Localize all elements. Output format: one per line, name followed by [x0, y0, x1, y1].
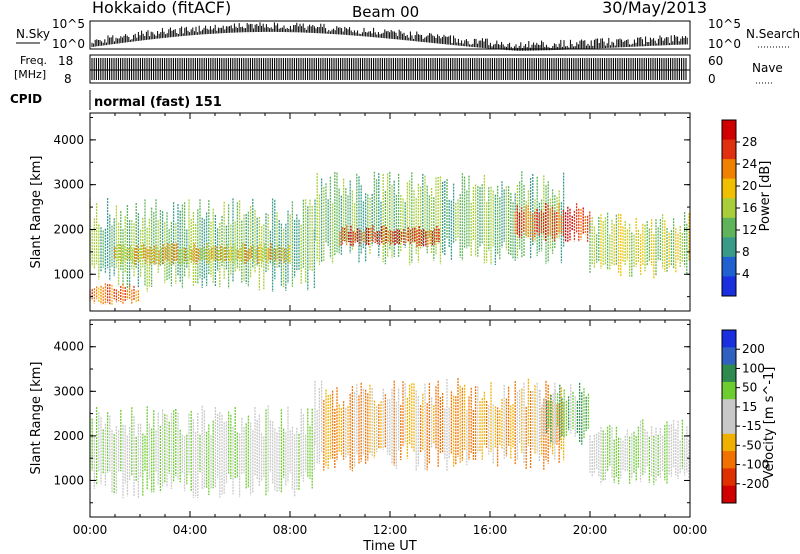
colorbar-tick-label: 24: [742, 157, 757, 171]
velocity-colorbar: 200 100 50 15 -15 -50 -100 -200: [721, 329, 769, 504]
freq-panel-frame: [89, 54, 691, 84]
freq-tick-top: 18: [58, 54, 73, 68]
colorbar-tick-label: 100: [742, 361, 765, 375]
colorbar-segment: [722, 433, 736, 452]
y-tick-label: 1000: [53, 267, 84, 281]
x-tick-label: 00:00: [673, 523, 708, 537]
colorbar-segment: [722, 178, 736, 199]
beam-title: Beam 00: [352, 3, 419, 21]
colorbar-tick-label: -200: [742, 477, 769, 491]
x-tick-label: 16:00: [473, 523, 508, 537]
freq-series: [90, 58, 690, 80]
colorbar-tick-label: 4: [742, 267, 750, 281]
colorbar-segment: [722, 120, 736, 141]
power-colorbar-label: Power [dB]: [758, 161, 773, 232]
date-title: 30/May/2013: [602, 0, 707, 17]
y-tick-label: 2000: [53, 222, 84, 236]
power-y-label: Slant Range [km]: [29, 156, 44, 269]
colorbar-segment: [722, 276, 736, 297]
cpid-text: normal (fast) 151: [94, 95, 222, 110]
velocity-x-axis: 00:00 04:00 08:00 12:00 16:00 20:00 00:00: [73, 320, 708, 537]
velocity-echoes: [89, 378, 690, 499]
colorbar-tick-label: 20: [742, 179, 757, 193]
colorbar-segment: [722, 416, 736, 435]
nsky-label: N.Sky: [16, 27, 50, 41]
nave-label: Nave: [752, 61, 783, 75]
velocity-colorbar-label: Velocity [m s^-1]: [762, 367, 777, 480]
freq-unit-label: [MHz]: [14, 68, 46, 81]
colorbar-segment: [722, 468, 736, 487]
colorbar-segment: [722, 381, 736, 400]
colorbar-tick-label: 8: [742, 245, 750, 259]
y-tick-label: 3000: [53, 178, 84, 192]
colorbar-tick-label: 50: [742, 381, 757, 395]
colorbar-tick-label: 200: [742, 342, 765, 356]
colorbar-segment: [722, 330, 736, 348]
power-echoes: [89, 171, 690, 306]
colorbar-segment: [722, 198, 736, 219]
colorbar-tick-label: -100: [742, 458, 769, 472]
x-tick-label: 04:00: [173, 523, 208, 537]
colorbar-segment: [722, 217, 736, 238]
x-tick-label: 00:00: [73, 523, 108, 537]
velocity-y-label: Slant Range [km]: [29, 362, 44, 475]
nsearch-tick-top: 10^5: [708, 17, 741, 31]
freq-panel: Freq. [MHz] 18 8 60 0 Nave: [14, 54, 783, 86]
nsearch-label: N.Search: [746, 27, 800, 41]
colorbar-tick-label: 12: [742, 223, 757, 237]
colorbar-tick-label: -15: [742, 419, 762, 433]
power-colorbar: 4 8 12 16 20 24 28: [721, 119, 757, 297]
noise-series: [91, 22, 688, 51]
velocity-panel: 1000 2000 3000 4000 00:00 04:00 08:00 12:00 16:…: [29, 319, 777, 554]
power-y-axis: 1000 2000 3000 4000: [53, 116, 690, 298]
nsky-tick-top: 10^5: [52, 17, 85, 31]
colorbar-segment: [722, 237, 736, 258]
freq-label: Freq.: [20, 54, 47, 67]
y-tick-label: 4000: [53, 340, 84, 354]
freq-tick-bottom: 8: [64, 72, 72, 86]
colorbar-segment: [722, 347, 736, 366]
nsky-tick-bottom: 10^0: [52, 37, 85, 51]
colorbar-tick-label: 28: [742, 135, 757, 149]
colorbar-segment: [722, 451, 736, 469]
station-title: Hokkaido (fitACF): [92, 0, 231, 17]
colorbar-frame: [721, 329, 737, 504]
noise-panel-frame: [89, 20, 691, 50]
colorbar-tick-label: 16: [742, 201, 757, 215]
x-axis-label: Time UT: [362, 539, 416, 554]
nsearch-tick-bottom: 10^0: [708, 37, 741, 51]
velocity-y-axis: 1000 2000 3000 4000: [53, 323, 690, 504]
colorbar-segment: [722, 256, 736, 277]
x-tick-label: 20:00: [573, 523, 608, 537]
colorbar-segment: [722, 159, 736, 180]
y-tick-label: 3000: [53, 384, 84, 398]
colorbar-tick-label: -50: [742, 438, 762, 452]
colorbar-segment: [722, 139, 736, 160]
nave-tick-bottom: 0: [708, 72, 716, 86]
colorbar-segment: [722, 364, 736, 383]
y-tick-label: 1000: [53, 473, 84, 487]
nave-tick-top: 60: [708, 54, 723, 68]
power-panel: 1000 2000 3000 4000 Slant Range [km] 4 8 12 16…: [29, 112, 773, 312]
colorbar-tick-label: 15: [742, 400, 757, 414]
y-tick-label: 4000: [53, 133, 84, 147]
colorbar-segment: [722, 485, 736, 504]
x-tick-label: 12:00: [373, 523, 408, 537]
power-x-axis: [89, 113, 691, 311]
colorbar-segment: [722, 399, 736, 417]
x-tick-label: 08:00: [273, 523, 308, 537]
cpid-label: CPID: [10, 92, 42, 106]
y-tick-label: 2000: [53, 429, 84, 443]
noise-panel: N.Sky 10^5 10^0 10^5 10^0 N.Search: [16, 17, 800, 51]
